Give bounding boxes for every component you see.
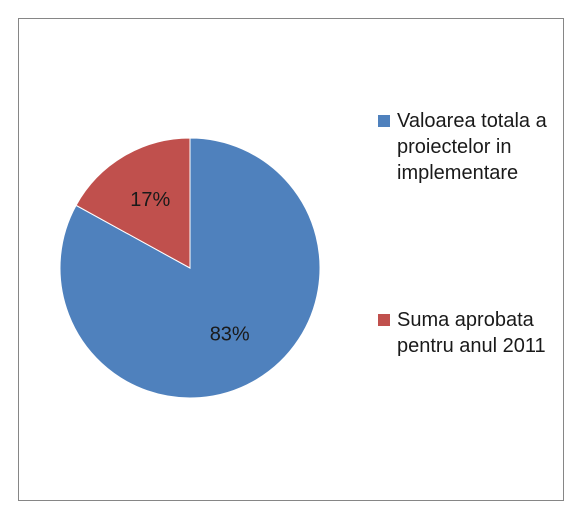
legend-item: Suma aprobata pentru anul 2011 bbox=[378, 307, 553, 359]
legend-label: Valoarea totala a proiectelor in impleme… bbox=[397, 110, 547, 184]
pie-slice bbox=[59, 137, 321, 399]
pie-slice bbox=[75, 137, 191, 269]
data-label: 17% bbox=[130, 189, 170, 211]
legend-label: Suma aprobata pentru anul 2011 bbox=[397, 309, 546, 357]
legend-item: Valoarea totala a proiectelor in impleme… bbox=[378, 108, 553, 186]
legend-swatch bbox=[378, 115, 390, 127]
legend-swatch bbox=[378, 314, 390, 326]
data-label: 83% bbox=[210, 323, 250, 345]
